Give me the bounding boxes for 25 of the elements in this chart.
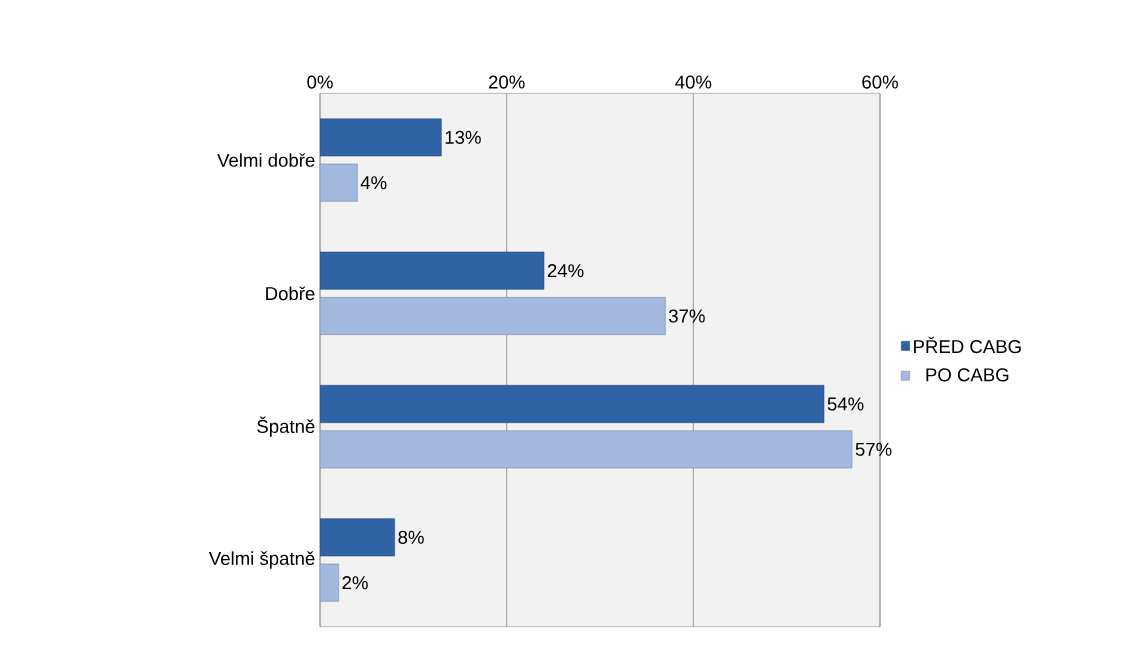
data-label: 54% <box>827 397 864 411</box>
bar <box>320 430 853 469</box>
data-label: 24% <box>547 264 584 278</box>
y-tick-label: Velmi špatně <box>208 551 315 569</box>
y-tick-label: Špatně <box>257 416 315 437</box>
data-label: 8% <box>398 530 424 544</box>
x-tick-label: 20% <box>489 75 525 89</box>
bar <box>320 118 442 157</box>
legend-label: PŘED CABG <box>914 336 1021 354</box>
y-tick-label: Dobře <box>266 286 315 301</box>
y-tick-label: Velmi dobře <box>217 153 315 167</box>
legend-label: PO CABG <box>926 368 1009 382</box>
bar <box>320 163 358 202</box>
data-label: 37% <box>668 309 705 323</box>
data-label: 13% <box>445 130 481 144</box>
x-tick-label: 60% <box>862 75 898 89</box>
x-tick-label: 40% <box>675 75 712 89</box>
data-label: 57% <box>855 442 892 456</box>
data-label: 4% <box>360 176 387 190</box>
bar <box>320 385 825 423</box>
data-label: 2% <box>342 576 368 590</box>
x-tick-label: 0% <box>307 75 333 89</box>
bar <box>320 518 395 557</box>
bar <box>320 251 545 290</box>
bar <box>320 297 666 335</box>
